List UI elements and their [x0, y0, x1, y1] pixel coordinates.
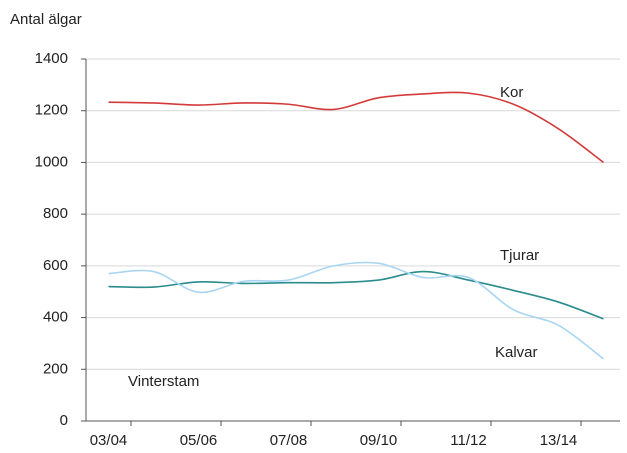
x-tick-label: 09/10 — [360, 432, 398, 449]
y-tick-label: 1000 — [35, 153, 68, 170]
series-label: Kalvar — [495, 344, 538, 361]
x-tick-label: 05/06 — [180, 432, 218, 449]
series-line — [108, 270, 604, 320]
series-line — [108, 91, 604, 164]
x-tick-label: 11/12 — [450, 432, 486, 449]
y-axis-label: Antal älgar — [10, 11, 82, 28]
series-line — [108, 261, 604, 360]
series-label: Tjurar — [500, 247, 539, 264]
y-tick-label: 400 — [43, 309, 68, 326]
x-tick-label: 03/04 — [90, 432, 128, 449]
x-tick-label: 07/08 — [270, 432, 308, 449]
y-tick-label: 0 — [60, 412, 68, 429]
y-tick-label: 1200 — [35, 102, 68, 119]
x-tick-label: 13/14 — [540, 432, 578, 449]
y-tick-label: 200 — [43, 360, 68, 377]
y-tick-label: 1400 — [35, 50, 68, 67]
annotation: Vinterstam — [128, 373, 199, 390]
y-tick-label: 800 — [43, 205, 68, 222]
y-tick-label: 600 — [43, 257, 68, 274]
series-label: Kor — [500, 84, 523, 101]
